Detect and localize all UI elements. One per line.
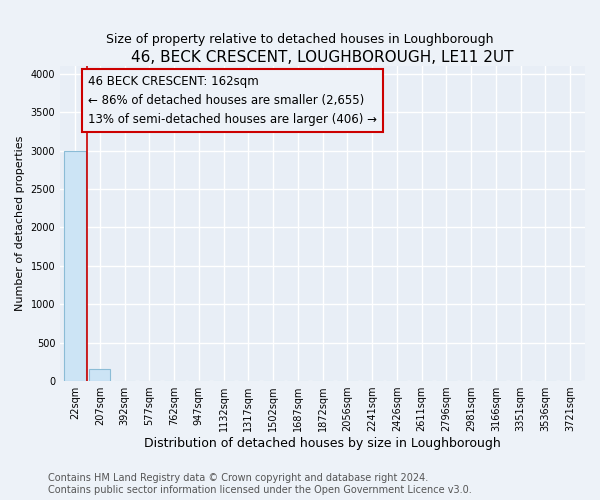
- Text: Contains HM Land Registry data © Crown copyright and database right 2024.
Contai: Contains HM Land Registry data © Crown c…: [48, 474, 472, 495]
- Text: Size of property relative to detached houses in Loughborough: Size of property relative to detached ho…: [106, 32, 494, 46]
- Title: 46, BECK CRESCENT, LOUGHBOROUGH, LE11 2UT: 46, BECK CRESCENT, LOUGHBOROUGH, LE11 2U…: [131, 50, 514, 65]
- Bar: [64, 150, 86, 381]
- Bar: [89, 369, 110, 381]
- X-axis label: Distribution of detached houses by size in Loughborough: Distribution of detached houses by size …: [144, 437, 501, 450]
- Text: 46 BECK CRESCENT: 162sqm
← 86% of detached houses are smaller (2,655)
13% of sem: 46 BECK CRESCENT: 162sqm ← 86% of detach…: [88, 76, 377, 126]
- Y-axis label: Number of detached properties: Number of detached properties: [15, 136, 25, 312]
